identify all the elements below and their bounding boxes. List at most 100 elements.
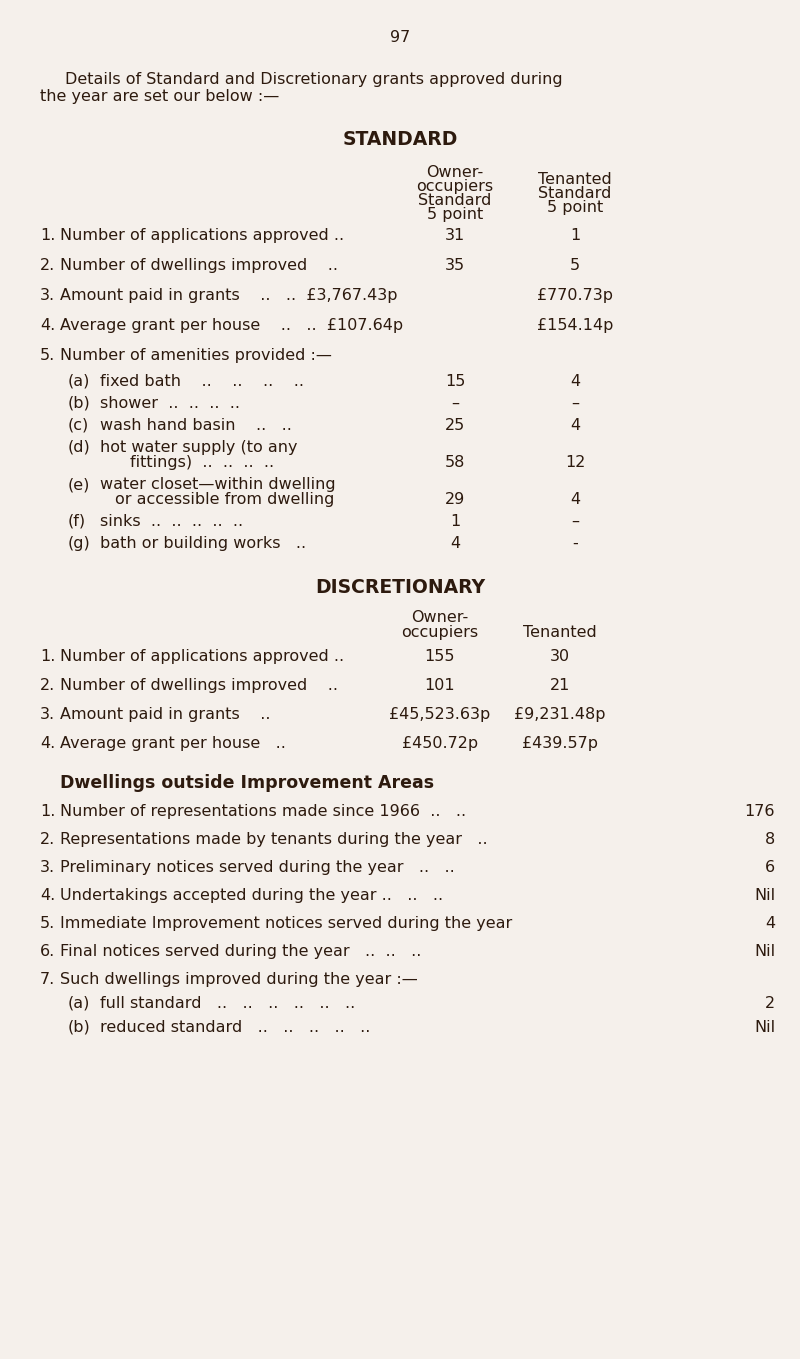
Text: -: - xyxy=(572,535,578,550)
Text: Standard: Standard xyxy=(538,186,612,201)
Text: (f): (f) xyxy=(68,514,86,529)
Text: Owner-: Owner- xyxy=(411,610,469,625)
Text: Number of applications approved ..: Number of applications approved .. xyxy=(60,650,344,665)
Text: 5: 5 xyxy=(570,258,580,273)
Text: 176: 176 xyxy=(745,805,775,819)
Text: sinks  ..  ..  ..  ..  ..: sinks .. .. .. .. .. xyxy=(100,514,243,529)
Text: 4.: 4. xyxy=(40,318,55,333)
Text: Tenanted: Tenanted xyxy=(523,625,597,640)
Text: Final notices served during the year   ..  ..   ..: Final notices served during the year .. … xyxy=(60,945,422,959)
Text: Representations made by tenants during the year   ..: Representations made by tenants during t… xyxy=(60,832,488,847)
Text: 8: 8 xyxy=(765,832,775,847)
Text: Preliminary notices served during the year   ..   ..: Preliminary notices served during the ye… xyxy=(60,860,454,875)
Text: fittings)  ..  ..  ..  ..: fittings) .. .. .. .. xyxy=(130,455,274,470)
Text: Tenanted: Tenanted xyxy=(538,173,612,188)
Text: 4.: 4. xyxy=(40,737,55,752)
Text: 4: 4 xyxy=(450,535,460,550)
Text: Undertakings accepted during the year ..   ..   ..: Undertakings accepted during the year ..… xyxy=(60,887,443,902)
Text: Dwellings outside Improvement Areas: Dwellings outside Improvement Areas xyxy=(60,775,434,792)
Text: 3.: 3. xyxy=(40,707,55,722)
Text: DISCRETIONARY: DISCRETIONARY xyxy=(315,578,485,597)
Text: Number of representations made since 1966  ..   ..: Number of representations made since 196… xyxy=(60,805,466,819)
Text: wash hand basin    ..   ..: wash hand basin .. .. xyxy=(100,419,292,434)
Text: 31: 31 xyxy=(445,228,465,243)
Text: –: – xyxy=(451,395,459,410)
Text: 3.: 3. xyxy=(40,860,55,875)
Text: Owner-: Owner- xyxy=(426,164,484,179)
Text: occupiers: occupiers xyxy=(417,179,494,194)
Text: Immediate Improvement notices served during the year: Immediate Improvement notices served dur… xyxy=(60,916,512,931)
Text: Nil: Nil xyxy=(754,945,775,959)
Text: 29: 29 xyxy=(445,492,465,507)
Text: £154.14p: £154.14p xyxy=(537,318,613,333)
Text: 97: 97 xyxy=(390,30,410,45)
Text: 12: 12 xyxy=(565,455,585,470)
Text: 4: 4 xyxy=(570,419,580,434)
Text: 2.: 2. xyxy=(40,258,55,273)
Text: 6: 6 xyxy=(765,860,775,875)
Text: shower  ..  ..  ..  ..: shower .. .. .. .. xyxy=(100,395,240,410)
Text: 5.: 5. xyxy=(40,916,55,931)
Text: –: – xyxy=(571,395,579,410)
Text: (d): (d) xyxy=(68,440,90,455)
Text: 30: 30 xyxy=(550,650,570,665)
Text: reduced standard   ..   ..   ..   ..   ..: reduced standard .. .. .. .. .. xyxy=(100,1021,370,1036)
Text: 2.: 2. xyxy=(40,832,55,847)
Text: 21: 21 xyxy=(550,678,570,693)
Text: 35: 35 xyxy=(445,258,465,273)
Text: Number of dwellings improved    ..: Number of dwellings improved .. xyxy=(60,258,338,273)
Text: (g): (g) xyxy=(68,535,90,550)
Text: or accessible from dwelling: or accessible from dwelling xyxy=(115,492,334,507)
Text: (b): (b) xyxy=(68,395,90,410)
Text: (a): (a) xyxy=(68,374,90,389)
Text: full standard   ..   ..   ..   ..   ..   ..: full standard .. .. .. .. .. .. xyxy=(100,996,355,1011)
Text: 3.: 3. xyxy=(40,288,55,303)
Text: £9,231.48p: £9,231.48p xyxy=(514,707,606,722)
Text: –: – xyxy=(571,514,579,529)
Text: occupiers: occupiers xyxy=(402,625,478,640)
Text: bath or building works   ..: bath or building works .. xyxy=(100,535,306,550)
Text: 4: 4 xyxy=(570,374,580,389)
Text: Standard: Standard xyxy=(418,193,492,208)
Text: hot water supply (to any: hot water supply (to any xyxy=(100,440,298,455)
Text: 1.: 1. xyxy=(40,805,55,819)
Text: Nil: Nil xyxy=(754,887,775,902)
Text: 15: 15 xyxy=(445,374,465,389)
Text: Number of amenities provided :—: Number of amenities provided :— xyxy=(60,348,332,363)
Text: 1: 1 xyxy=(450,514,460,529)
Text: 4: 4 xyxy=(765,916,775,931)
Text: 7.: 7. xyxy=(40,972,55,987)
Text: Amount paid in grants    ..: Amount paid in grants .. xyxy=(60,707,270,722)
Text: Amount paid in grants    ..   ..  £3,767.43p: Amount paid in grants .. .. £3,767.43p xyxy=(60,288,398,303)
Text: (e): (e) xyxy=(68,477,90,492)
Text: 1: 1 xyxy=(570,228,580,243)
Text: 2.: 2. xyxy=(40,678,55,693)
Text: 5 point: 5 point xyxy=(547,200,603,215)
Text: Number of dwellings improved    ..: Number of dwellings improved .. xyxy=(60,678,338,693)
Text: Number of applications approved ..: Number of applications approved .. xyxy=(60,228,344,243)
Text: £450.72p: £450.72p xyxy=(402,737,478,752)
Text: £45,523.63p: £45,523.63p xyxy=(390,707,490,722)
Text: water closet—within dwelling: water closet—within dwelling xyxy=(100,477,336,492)
Text: 1.: 1. xyxy=(40,228,55,243)
Text: fixed bath    ..    ..    ..    ..: fixed bath .. .. .. .. xyxy=(100,374,304,389)
Text: Average grant per house   ..: Average grant per house .. xyxy=(60,737,286,752)
Text: 6.: 6. xyxy=(40,945,55,959)
Text: Such dwellings improved during the year :—: Such dwellings improved during the year … xyxy=(60,972,418,987)
Text: 2: 2 xyxy=(765,996,775,1011)
Text: 58: 58 xyxy=(445,455,465,470)
Text: Details of Standard and Discretionary grants approved during: Details of Standard and Discretionary gr… xyxy=(65,72,562,87)
Text: Average grant per house    ..   ..  £107.64p: Average grant per house .. .. £107.64p xyxy=(60,318,403,333)
Text: 4.: 4. xyxy=(40,887,55,902)
Text: 25: 25 xyxy=(445,419,465,434)
Text: 4: 4 xyxy=(570,492,580,507)
Text: 5 point: 5 point xyxy=(427,207,483,222)
Text: £439.57p: £439.57p xyxy=(522,737,598,752)
Text: £770.73p: £770.73p xyxy=(537,288,613,303)
Text: 5.: 5. xyxy=(40,348,55,363)
Text: 101: 101 xyxy=(425,678,455,693)
Text: (b): (b) xyxy=(68,1021,90,1036)
Text: (c): (c) xyxy=(68,419,90,434)
Text: STANDARD: STANDARD xyxy=(342,130,458,149)
Text: 155: 155 xyxy=(425,650,455,665)
